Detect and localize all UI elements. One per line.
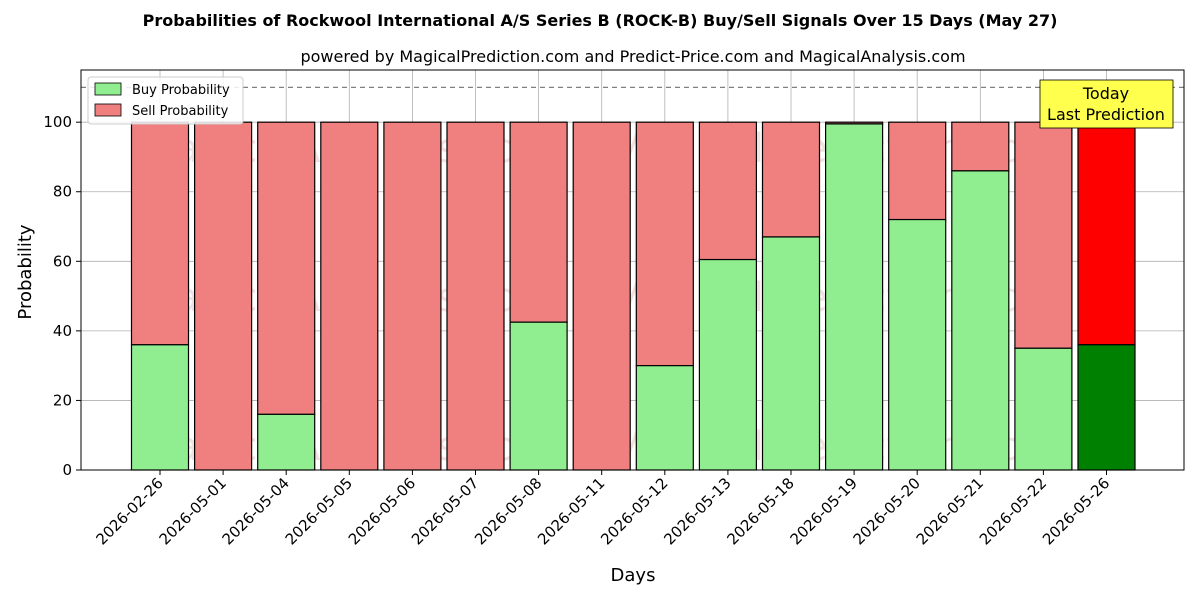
bar-buy (130, 344, 190, 471)
bar-sell (698, 121, 758, 261)
bar-sell (888, 121, 947, 221)
annotation-line-2: Last Prediction (1047, 105, 1165, 124)
x-tick-label: 2026-05-12 (597, 474, 671, 548)
chart-title: Probabilities of Rockwool International … (143, 11, 1058, 30)
y-axis-ticks: 0 20 40 60 80 100 (43, 113, 81, 479)
y-tick-label: 100 (43, 113, 72, 131)
x-tick-label: 2026-05-18 (723, 474, 797, 548)
x-tick-label: 2026-05-01 (156, 474, 230, 548)
bar-sell (257, 121, 316, 415)
bar-sell (383, 121, 442, 471)
y-tick-label: 60 (53, 252, 72, 270)
annotation-line-1: Today (1082, 84, 1129, 103)
bar-sell (194, 121, 253, 471)
x-tick-label: 2026-05-06 (345, 474, 419, 548)
bar-sell (951, 121, 1010, 172)
x-tick-label: 2026-05-07 (408, 474, 482, 548)
today-annotation: Today Last Prediction (1039, 79, 1174, 129)
x-tick-label: 2026-05-13 (660, 474, 734, 548)
x-tick-label: 2026-05-08 (471, 474, 545, 548)
annotation-box (1039, 79, 1174, 129)
y-tick-label: 80 (53, 183, 72, 201)
bars (130, 121, 1136, 471)
bar-sell (1077, 121, 1136, 346)
bar-buy (888, 218, 947, 471)
bar-sell (635, 121, 694, 367)
x-tick-label: 2026-05-26 (1039, 474, 1113, 548)
plot-frame (80, 69, 1185, 471)
bar-sell (320, 121, 379, 471)
bar-sell (446, 121, 505, 471)
y-tick-label: 20 (53, 391, 72, 409)
x-tick-label: 2026-05-20 (850, 474, 924, 548)
x-tick-label: 2026-05-04 (219, 474, 293, 548)
bar-buy (761, 236, 821, 471)
bar-buy (509, 321, 568, 471)
y-axis-label: Probability (15, 224, 36, 319)
bar-sell (130, 121, 190, 346)
y-tick-label: 0 (62, 461, 72, 479)
legend-buy-swatch (94, 82, 122, 96)
x-axis-label: Days (611, 565, 656, 586)
legend-buy-label: Buy Probability (132, 83, 230, 98)
x-tick-label: 2026-05-21 (913, 474, 987, 548)
x-axis-ticks: 2026-02-262026-05-012026-05-042026-05-05… (92, 470, 1113, 548)
legend-sell-swatch (94, 103, 122, 117)
bar-buy (257, 413, 316, 471)
bar-buy (951, 170, 1010, 471)
x-tick-label: 2026-05-11 (534, 474, 608, 548)
bar-sell (572, 121, 631, 471)
y-tick-label: 40 (53, 322, 72, 340)
x-tick-label: 2026-02-26 (92, 474, 166, 548)
bar-buy (1077, 344, 1136, 471)
bar-buy (1014, 347, 1073, 471)
legend-sell-label: Sell Probability (132, 104, 229, 119)
legend-box (87, 76, 244, 125)
bar-sell (509, 121, 568, 323)
chart-subtitle: powered by MagicalPrediction.com and Pre… (300, 47, 965, 66)
x-tick-label: 2026-05-19 (787, 474, 861, 548)
bar-buy (824, 123, 884, 471)
bar-buy (698, 258, 758, 471)
x-tick-label: 2026-05-05 (282, 474, 356, 548)
x-tick-label: 2026-05-22 (976, 474, 1050, 548)
legend: Buy Probability Sell Probability (87, 76, 244, 125)
bar-sell (1014, 121, 1073, 349)
bar-buy (635, 365, 694, 471)
bar-sell (761, 121, 821, 238)
